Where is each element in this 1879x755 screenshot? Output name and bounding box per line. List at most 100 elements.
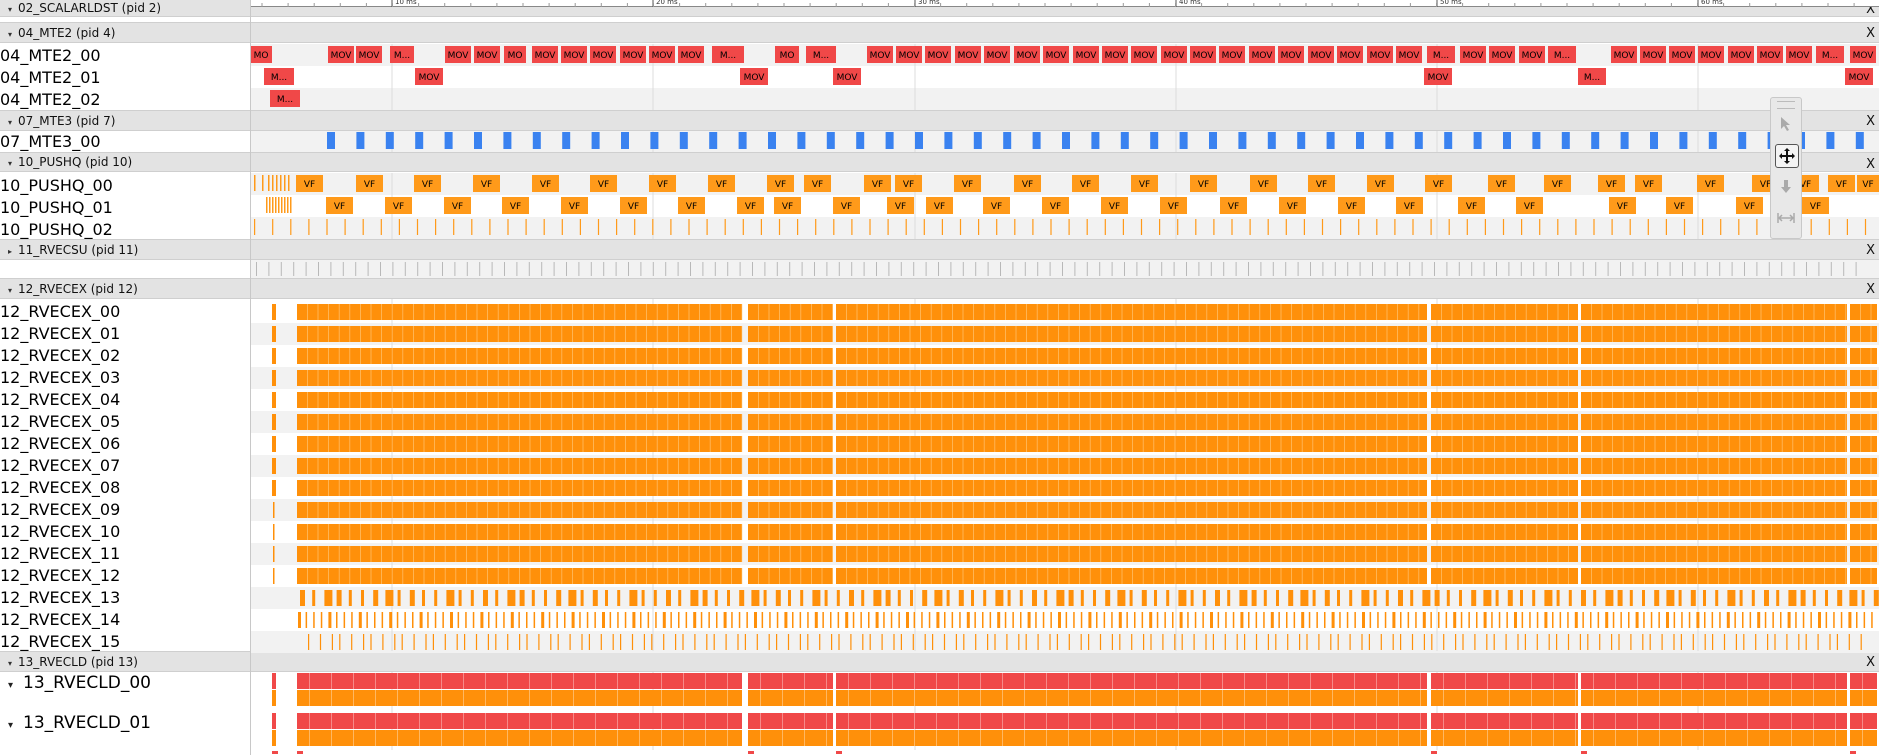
rvecex-slice[interactable] (422, 590, 425, 606)
rvecex-slice[interactable] (1239, 590, 1248, 606)
rvecsu-tick[interactable] (739, 262, 741, 276)
rvecex-slice[interactable] (1581, 304, 1847, 320)
rvecsu-tick[interactable] (888, 262, 890, 276)
rvecld-slice[interactable] (1431, 730, 1578, 746)
rvecex-slice[interactable] (1593, 590, 1597, 606)
rvecex-slice[interactable] (1681, 612, 1683, 628)
rvecex-slice[interactable] (1462, 634, 1464, 650)
rvecex-slice[interactable] (1306, 634, 1308, 650)
rvecex-slice[interactable] (1049, 634, 1051, 650)
rvecsu-tick[interactable] (727, 262, 729, 276)
pushq-slice[interactable] (1220, 197, 1247, 214)
rvecex-slice[interactable] (1517, 634, 1519, 650)
rvecex-slice[interactable] (1431, 568, 1578, 584)
rvecex-slice[interactable] (1825, 612, 1828, 628)
rvecex-slice[interactable] (836, 480, 1427, 496)
pushq-slice[interactable] (649, 175, 676, 192)
rvecsu-tick[interactable] (776, 262, 778, 276)
rvecex-slice[interactable] (374, 612, 376, 628)
rvecld-slice[interactable] (1431, 751, 1437, 754)
rvecex-slice[interactable] (1556, 590, 1560, 606)
rvecex-slice[interactable] (845, 612, 849, 628)
rvecex-slice[interactable] (1810, 612, 1812, 628)
rvecex-slice[interactable] (1166, 590, 1170, 606)
mte3-slice[interactable] (1120, 132, 1129, 149)
expand-arrow-icon[interactable]: ▾ (8, 720, 14, 731)
rvecex-slice[interactable] (1805, 634, 1807, 650)
pushq-tick[interactable] (1629, 219, 1631, 235)
pushq-slice[interactable] (532, 175, 559, 192)
rvecex-slice[interactable] (1696, 612, 1700, 628)
pushq-slice[interactable] (1367, 175, 1394, 192)
pushq-tick[interactable] (561, 219, 563, 235)
pushq-tick[interactable] (262, 175, 264, 191)
pushq-slice[interactable] (1828, 175, 1855, 192)
rvecex-slice[interactable] (568, 590, 577, 606)
track-label-rvecex[interactable]: 12_RVECEX_15 (0, 632, 120, 651)
mte3-slice[interactable] (1561, 132, 1570, 149)
rvecex-slice[interactable] (1434, 590, 1440, 606)
pushq-tick[interactable] (1340, 219, 1342, 235)
rvecex-slice[interactable] (1131, 634, 1133, 650)
mte3-slice[interactable] (474, 132, 482, 149)
rvecex-slice[interactable] (738, 612, 741, 628)
rvecex-slice[interactable] (1567, 612, 1569, 628)
rvecex-slice[interactable] (1590, 612, 1592, 628)
pushq-slice[interactable] (1488, 175, 1515, 192)
pushq-tick[interactable] (1647, 219, 1649, 235)
process-header-rvecex[interactable]: ▾ 12_RVECEX (pid 12) X (0, 278, 1879, 299)
rvecld-slice[interactable] (297, 690, 742, 706)
pushq-tick[interactable] (760, 219, 762, 235)
rvecex-slice[interactable] (1850, 348, 1877, 364)
rvecex-slice[interactable] (617, 612, 619, 628)
rvecsu-tick[interactable] (1049, 262, 1051, 276)
rvecex-slice[interactable] (487, 634, 489, 650)
pushq-tick[interactable] (275, 197, 277, 213)
rvecex-slice[interactable] (1193, 634, 1195, 650)
pushq-slice[interactable] (1425, 175, 1452, 192)
rvecex-slice[interactable] (1068, 590, 1074, 606)
rvecex-slice[interactable] (272, 326, 276, 342)
rvecex-slice[interactable] (1840, 612, 1843, 628)
pushq-slice[interactable] (620, 197, 647, 214)
mte2-slice[interactable] (1190, 46, 1216, 63)
mte2-slice[interactable] (590, 46, 616, 63)
rvecex-slice[interactable] (1105, 590, 1111, 606)
pushq-slice[interactable] (983, 197, 1010, 214)
rvecex-slice[interactable] (526, 634, 528, 650)
rvecex-slice[interactable] (1210, 612, 1213, 628)
rvecsu-tick[interactable] (1620, 262, 1621, 276)
pushq-slice[interactable] (590, 175, 617, 192)
rvecex-slice[interactable] (861, 590, 865, 606)
rvecex-slice[interactable] (1369, 612, 1372, 628)
pushq-tick[interactable] (742, 219, 744, 235)
mte2-slice[interactable] (1278, 46, 1304, 63)
rvecex-slice[interactable] (849, 590, 854, 606)
rvecex-slice[interactable] (632, 612, 636, 628)
pushq-tick[interactable] (1267, 219, 1269, 235)
mte3-slice[interactable] (1855, 132, 1864, 149)
pushq-slice[interactable] (1666, 197, 1693, 214)
rvecex-slice[interactable] (1548, 634, 1550, 650)
rvecex-slice[interactable] (1453, 612, 1457, 628)
rvecex-slice[interactable] (1093, 590, 1096, 606)
rvecex-slice[interactable] (1871, 612, 1873, 628)
rvecex-slice[interactable] (1642, 590, 1645, 606)
pushq-tick[interactable] (1810, 219, 1812, 235)
rvecex-slice[interactable] (836, 392, 1427, 408)
rvecex-slice[interactable] (1581, 502, 1847, 518)
pushq-tick[interactable] (887, 219, 889, 235)
track-label-rvecex[interactable]: 12_RVECEX_01 (0, 324, 120, 343)
rvecex-slice[interactable] (1287, 634, 1289, 650)
rvecex-slice[interactable] (744, 634, 746, 650)
rvecex-slice[interactable] (875, 612, 879, 628)
rvecex-slice[interactable] (893, 634, 895, 650)
rvecex-slice[interactable] (1349, 634, 1351, 650)
rvecex-slice[interactable] (548, 612, 551, 628)
pushq-tick[interactable] (287, 197, 289, 213)
mte3-slice[interactable] (679, 132, 688, 149)
rvecex-slice[interactable] (994, 634, 996, 650)
pushq-tick[interactable] (1394, 219, 1396, 235)
rvecex-slice[interactable] (1373, 590, 1377, 606)
mte2-slice[interactable] (1816, 46, 1844, 63)
